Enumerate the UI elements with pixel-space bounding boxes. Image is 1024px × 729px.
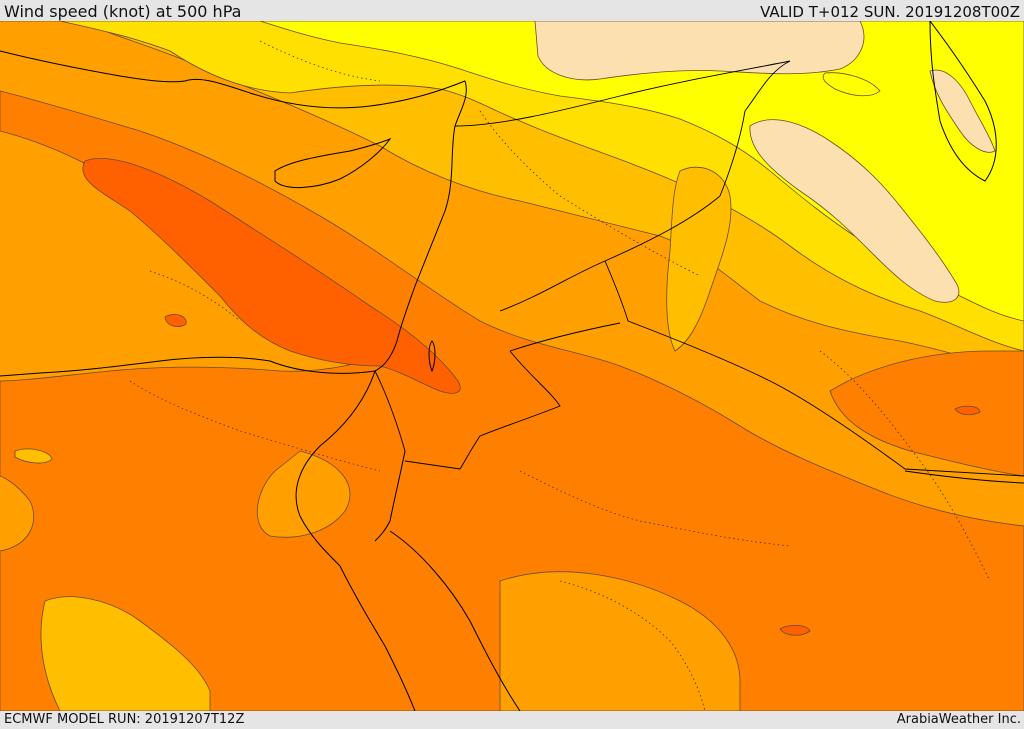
wind-band-yellow-blob bbox=[14, 448, 53, 464]
admin-borders bbox=[129, 40, 991, 711]
dead-sea bbox=[428, 340, 436, 373]
cyprus bbox=[274, 137, 392, 189]
map-header: Wind speed (knot) at 500 hPa VALID T+012… bbox=[0, 0, 1024, 21]
red-sea-east bbox=[389, 530, 521, 711]
persian-gulf bbox=[904, 470, 1024, 484]
wind-band-jet-blob bbox=[164, 314, 187, 328]
wind-band-jet-blob-3 bbox=[779, 625, 811, 636]
syria-iraq-border bbox=[499, 260, 1024, 477]
gulf-aqaba bbox=[374, 450, 406, 542]
caspian-sea bbox=[929, 21, 997, 182]
wind-band-southeast-light bbox=[499, 571, 741, 711]
levant-coast bbox=[374, 125, 456, 372]
map-canvas bbox=[0, 21, 1024, 711]
wind-band-east-orange bbox=[829, 350, 1024, 477]
egypt-coast bbox=[0, 356, 376, 377]
wind-band-jet-core bbox=[82, 158, 461, 394]
wind-band-north-cream bbox=[534, 21, 865, 81]
map-title: Wind speed (knot) at 500 hPa bbox=[4, 2, 242, 21]
syria-iraq-east bbox=[604, 195, 721, 262]
wind-band-arabia-light bbox=[256, 450, 351, 538]
jordan-border bbox=[404, 322, 621, 470]
model-run-label: ECMWF MODEL RUN: 20191207T12Z bbox=[4, 712, 245, 727]
wind-band-jet-blob-2 bbox=[954, 405, 981, 416]
wind-band-east-yellow-streak bbox=[822, 72, 881, 97]
borders bbox=[374, 60, 1024, 477]
wind-band-jordan-light bbox=[666, 166, 732, 352]
wind-band-east-cream-2 bbox=[929, 69, 996, 153]
credit-label: ArabiaWeather Inc. bbox=[896, 712, 1021, 727]
egypt-israel-border bbox=[374, 370, 406, 452]
red-sea-west bbox=[339, 565, 416, 711]
turkey-coast bbox=[0, 50, 467, 127]
turkey-syria-border bbox=[454, 60, 791, 127]
coastlines bbox=[0, 21, 1024, 711]
wind-band-east-cream bbox=[749, 119, 960, 303]
sinai-gulf-suez bbox=[295, 370, 376, 567]
map-footer: ECMWF MODEL RUN: 20191207T12Z ArabiaWeat… bbox=[0, 711, 1024, 729]
valid-time-label: VALID T+012 SUN. 20191208T00Z bbox=[760, 3, 1020, 21]
wind-speed-map[interactable] bbox=[0, 21, 1024, 711]
wind-band-south-light bbox=[40, 596, 211, 711]
iraq-iran-border bbox=[719, 60, 791, 197]
